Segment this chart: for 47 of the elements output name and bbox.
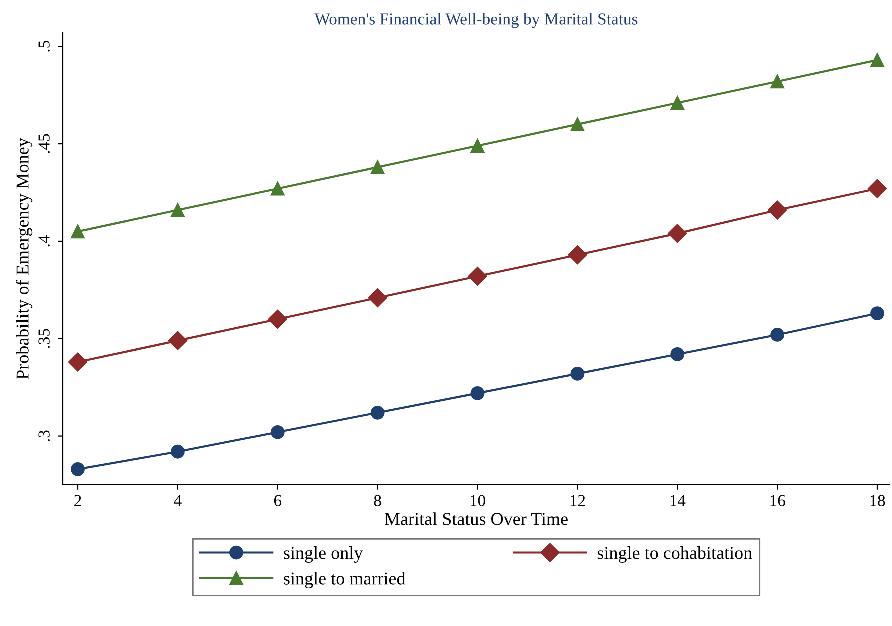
x-tick-label: 6 — [274, 495, 282, 506]
legend-label: single to cohabitation — [598, 546, 752, 563]
point — [270, 182, 285, 196]
x-tick-label: 4 — [174, 495, 182, 506]
point — [670, 348, 685, 362]
x-tick-label: 2 — [74, 495, 82, 506]
y-tick-label: .4 — [38, 235, 50, 247]
point — [368, 288, 388, 308]
point — [670, 96, 685, 110]
x-tick-label: 12 — [570, 495, 586, 506]
point — [570, 367, 585, 381]
point — [71, 224, 85, 239]
point — [668, 224, 688, 244]
point — [168, 331, 188, 350]
x-tick-label: 8 — [374, 495, 382, 506]
chart-title: Women's Financial Well-being by Marital Status — [314, 13, 638, 28]
point — [370, 160, 385, 174]
point — [868, 179, 888, 198]
point — [568, 246, 588, 265]
point — [770, 74, 785, 89]
y-tick-label: .3 — [38, 430, 50, 442]
y-axis-title: Probability of Emergency Money — [16, 138, 33, 380]
point — [370, 406, 385, 420]
point — [470, 139, 485, 153]
y-tick-label: .5 — [38, 41, 50, 52]
point — [270, 425, 285, 440]
point — [770, 328, 785, 342]
point — [870, 53, 884, 68]
point — [470, 386, 485, 400]
point — [170, 444, 185, 459]
point — [870, 306, 884, 320]
legend-label: single only — [284, 546, 364, 563]
point — [468, 267, 488, 286]
point — [570, 118, 585, 132]
x-axis-title: Marital Status Over Time — [384, 512, 568, 526]
point — [768, 200, 788, 220]
y-tick-label: .35 — [38, 329, 50, 348]
point — [71, 462, 85, 476]
x-tick-label: 14 — [670, 495, 686, 506]
point — [268, 310, 288, 329]
y-tick-label: .45 — [38, 134, 50, 154]
legend-label: single to married — [284, 572, 406, 589]
point — [68, 352, 88, 372]
x-tick-label: 16 — [770, 495, 786, 506]
x-tick-label: 18 — [870, 495, 886, 506]
point — [170, 203, 185, 218]
x-tick-label: 10 — [470, 495, 486, 506]
